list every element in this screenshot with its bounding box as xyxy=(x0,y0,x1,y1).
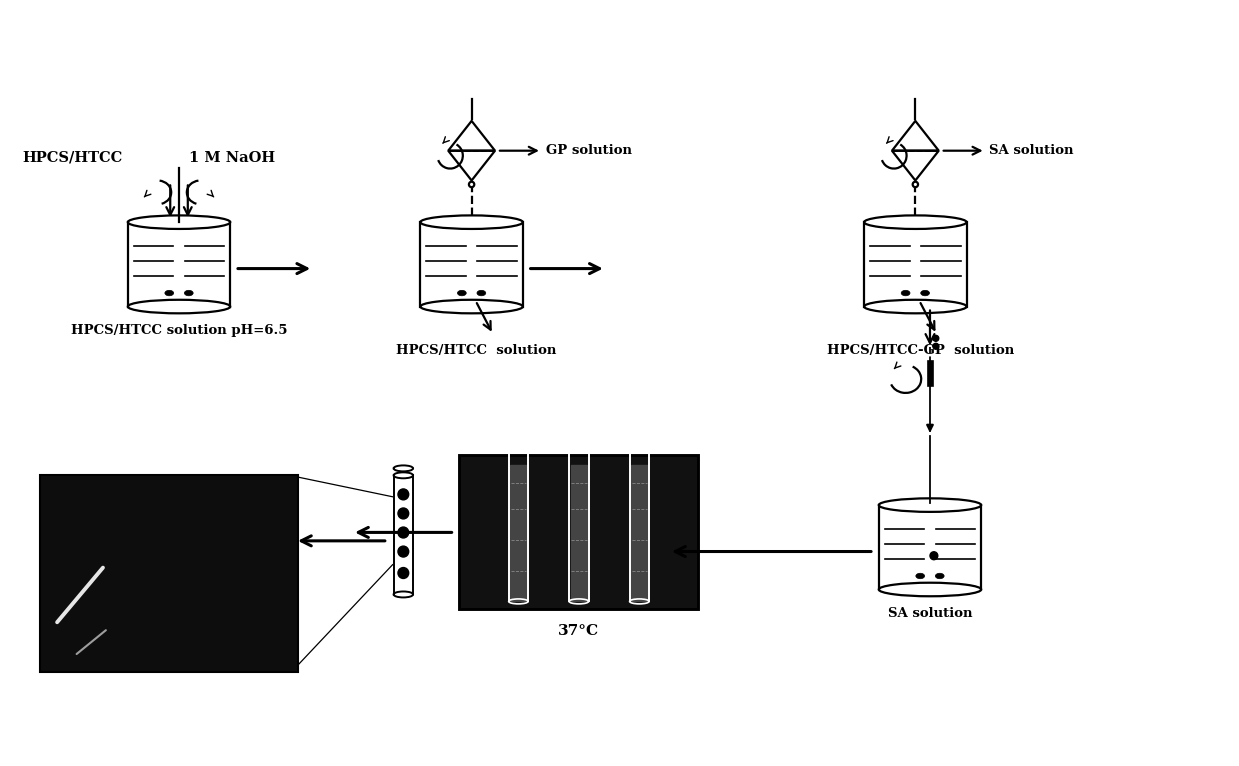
Bar xyxy=(631,466,648,601)
Text: SA solution: SA solution xyxy=(887,607,973,620)
Text: HPCS/HTCC solution pH=6.5: HPCS/HTCC solution pH=6.5 xyxy=(71,325,287,338)
Text: HPCS/HTCC  solution: HPCS/HTCC solution xyxy=(396,344,556,357)
Circle shape xyxy=(398,527,409,538)
Ellipse shape xyxy=(185,290,193,296)
Ellipse shape xyxy=(165,290,173,296)
Ellipse shape xyxy=(457,290,466,296)
Text: 1 M NaOH: 1 M NaOH xyxy=(188,151,275,165)
Ellipse shape xyxy=(916,573,924,579)
Ellipse shape xyxy=(913,182,918,187)
Bar xyxy=(40,476,299,672)
Ellipse shape xyxy=(394,466,413,471)
Circle shape xyxy=(398,508,409,519)
Circle shape xyxy=(930,552,938,560)
Ellipse shape xyxy=(394,473,413,478)
Bar xyxy=(460,456,699,609)
Ellipse shape xyxy=(921,290,929,296)
Bar xyxy=(510,466,527,601)
Circle shape xyxy=(933,343,939,349)
Text: 37°C: 37°C xyxy=(559,624,600,638)
Ellipse shape xyxy=(468,182,475,187)
Circle shape xyxy=(933,336,939,342)
Text: HPCS/HTCC-GP  solution: HPCS/HTCC-GP solution xyxy=(826,344,1014,357)
Bar xyxy=(571,466,587,601)
Ellipse shape xyxy=(901,290,909,296)
Ellipse shape xyxy=(569,398,589,404)
Text: GP solution: GP solution xyxy=(545,144,632,157)
Ellipse shape xyxy=(477,290,486,296)
Circle shape xyxy=(398,489,409,500)
Circle shape xyxy=(398,546,409,557)
Ellipse shape xyxy=(935,573,944,579)
Ellipse shape xyxy=(629,398,649,404)
Text: HPCS/HTCC: HPCS/HTCC xyxy=(22,151,123,165)
Ellipse shape xyxy=(509,398,528,404)
Text: SA solution: SA solution xyxy=(990,144,1074,157)
Circle shape xyxy=(398,568,409,578)
